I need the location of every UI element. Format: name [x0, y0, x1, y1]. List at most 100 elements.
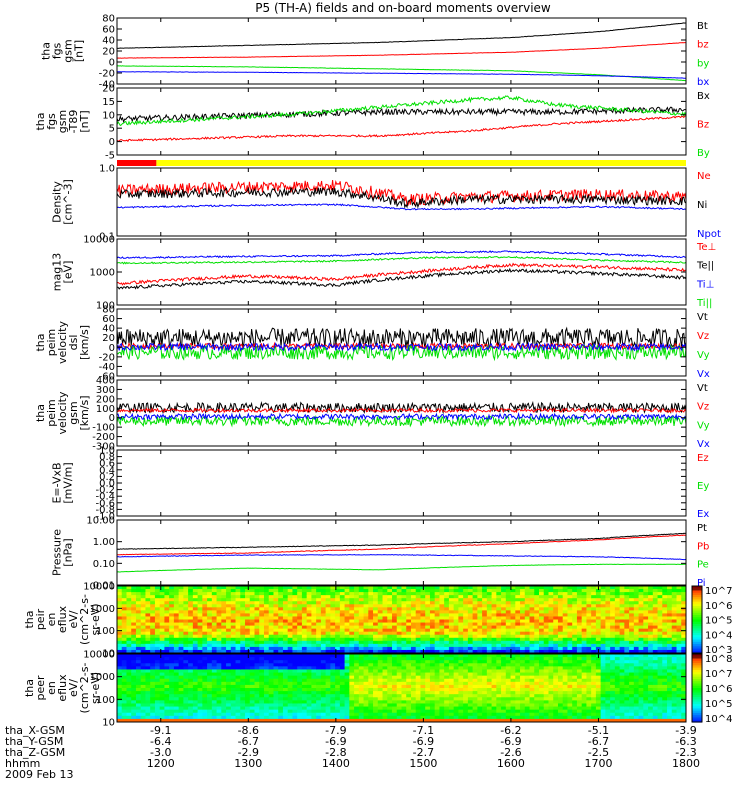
heatmap-cell [301, 678, 308, 683]
heatmap-cell [420, 678, 426, 683]
heatmap-cell [339, 694, 346, 698]
heatmap-cell [259, 660, 265, 664]
heatmap-cell [377, 595, 384, 599]
heatmap-cell [311, 649, 317, 654]
heatmap-cell [401, 625, 407, 630]
heatmap-cell [382, 678, 388, 683]
heatmap-cell [486, 586, 493, 590]
heatmap-cell [520, 681, 526, 686]
legend-Pi: Pi [697, 578, 706, 589]
heatmap-cell [354, 684, 360, 689]
heatmap-cell [387, 715, 393, 720]
heatmap-cell [344, 637, 350, 642]
heatmap-cell [273, 598, 279, 602]
heatmap-cell [392, 634, 398, 639]
heatmap-cell [140, 634, 146, 639]
heatmap-cell [316, 586, 322, 590]
heatmap-cell [131, 619, 137, 624]
heatmap-cell [230, 592, 237, 596]
heatmap-cell [235, 616, 241, 620]
heatmap-cell [444, 660, 450, 664]
heatmap-cell [368, 712, 374, 717]
heatmap-cell [377, 640, 384, 645]
heatmap-cell [477, 643, 483, 648]
heatmap-cell [188, 601, 194, 605]
heatmap-cell [591, 643, 597, 648]
heatmap-cell [629, 649, 635, 654]
heatmap-cell [429, 637, 436, 642]
heatmap-cell [188, 697, 194, 701]
heatmap-cell [140, 643, 146, 648]
heatmap-cell [629, 607, 635, 611]
heatmap-cell [273, 607, 279, 611]
heatmap-cell [667, 628, 673, 633]
heatmap-cell [211, 649, 218, 654]
heatmap-cell [240, 631, 246, 636]
heatmap-cell [301, 697, 308, 701]
heatmap-cell [619, 592, 625, 596]
heatmap-cell [354, 703, 360, 708]
heatmap-cell [254, 643, 260, 648]
heatmap-cell [458, 586, 464, 590]
heatmap-cell [349, 616, 355, 620]
heatmap-cell [458, 643, 464, 648]
heatmap-cell [576, 637, 583, 642]
heatmap-cell [188, 595, 194, 599]
heatmap-cell [482, 637, 488, 642]
heatmap-cell [429, 663, 436, 667]
heatmap-cell [287, 589, 293, 593]
heatmap-cell [482, 622, 488, 627]
heatmap-cell [164, 654, 170, 658]
heatmap-cell [259, 640, 265, 645]
heatmap-cell [434, 684, 440, 689]
quality-bar-red [117, 160, 157, 166]
heatmap-cell [410, 718, 417, 723]
heatmap-cell [154, 628, 161, 633]
heatmap-cell [197, 613, 203, 617]
heatmap-cell [344, 715, 350, 720]
heatmap-cell [586, 592, 592, 596]
heatmap-cell [662, 622, 668, 627]
heatmap-cell [586, 628, 592, 633]
heatmap-cell [510, 643, 516, 648]
heatmap-cell [567, 592, 573, 596]
heatmap-cell [425, 649, 431, 654]
heatmap-cell [463, 595, 469, 599]
heatmap-cell [529, 586, 535, 590]
heatmap-cell [268, 607, 274, 611]
heatmap-cell [406, 646, 412, 651]
heatmap-cell [207, 684, 213, 689]
heatmap-cell [401, 604, 407, 608]
heatmap-cell [501, 684, 507, 689]
heatmap-cell [520, 697, 526, 701]
heatmap-cell [401, 601, 407, 605]
heatmap-cell [145, 684, 151, 689]
heatmap-cell [192, 694, 199, 698]
heatmap-cell [297, 637, 303, 642]
heatmap-cell [576, 643, 583, 648]
heatmap-cell [491, 610, 497, 614]
heatmap-cell [121, 666, 127, 670]
heatmap-cell [330, 700, 336, 704]
heatmap-cell [467, 694, 474, 698]
heatmap-cell [420, 694, 426, 698]
heatmap-cell [562, 640, 568, 645]
heatmap-cell [188, 703, 194, 708]
heatmap-cell [202, 675, 208, 680]
heatmap-cell [240, 628, 246, 633]
heatmap-cell [657, 619, 663, 624]
heatmap-cell [316, 663, 322, 667]
heatmap-cell [595, 643, 602, 648]
heatmap-cell [216, 598, 222, 602]
heatmap-cell [183, 666, 189, 670]
heatmap-cell [448, 666, 455, 670]
heatmap-cell [135, 715, 142, 720]
heatmap-cell [221, 625, 227, 630]
heatmap-cell [387, 691, 393, 695]
heatmap-cell [629, 634, 635, 639]
heatmap-cell [505, 610, 512, 614]
series-Bz [116, 115, 687, 143]
heatmap-cell [117, 625, 123, 630]
heatmap-cell [681, 589, 687, 593]
heatmap-cell [467, 678, 474, 683]
